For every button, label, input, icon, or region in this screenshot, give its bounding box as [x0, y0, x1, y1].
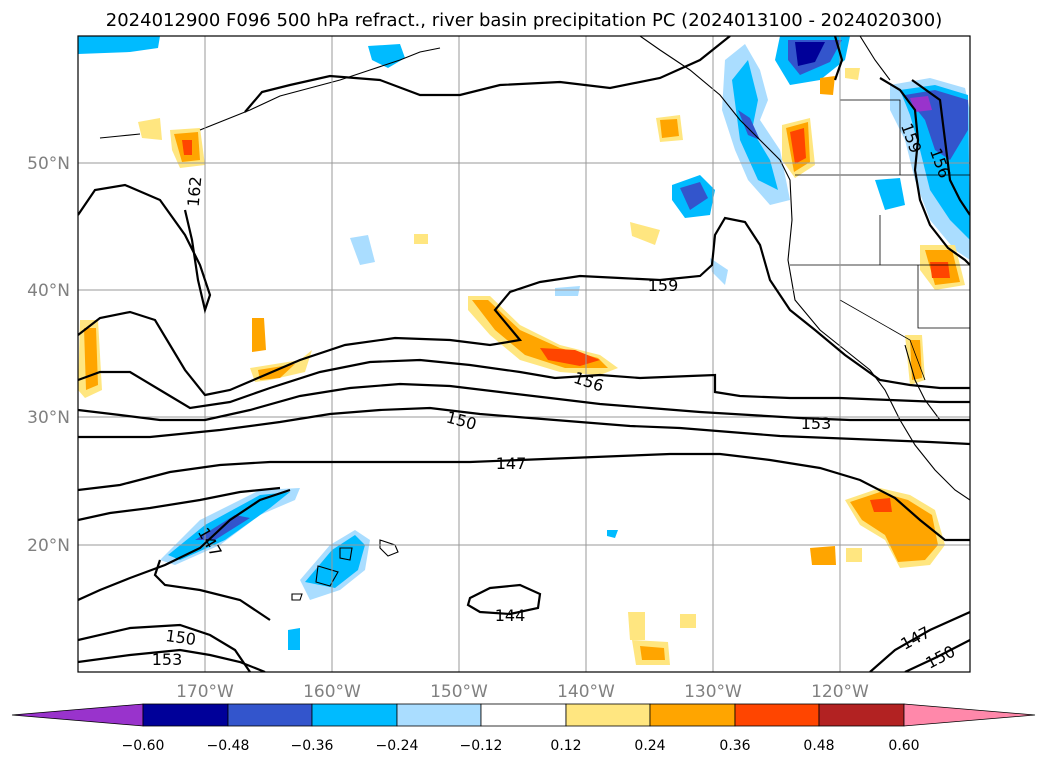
warm-blob-pac-dots: [630, 222, 660, 245]
blue-blob-vancouver-core: [680, 182, 708, 210]
blue-blob-rockies-core: [910, 96, 932, 112]
lon-label: 170°W: [176, 682, 234, 702]
map-title: 2024012900 F096 500 hPa refract., river …: [106, 10, 942, 31]
colorbar-under-triangle: [11, 703, 144, 727]
blue-blob-alaska: [368, 44, 405, 68]
lon-label: 150°W: [430, 682, 488, 702]
blue-blob-aleutian: [350, 235, 375, 265]
warm-blob-utah-core: [930, 262, 950, 278]
warm-blob-mexico-w: [810, 546, 836, 565]
map-area: 162 159 156 156 159 150 153 147 147 150 …: [78, 36, 970, 672]
longitude-labels: 170°W 160°W 150°W 140°W 130°W 120°W: [176, 682, 869, 702]
warm-blob-mexico-core: [870, 498, 892, 512]
map-frame: [77, 35, 971, 673]
latitude-labels: 50°N 40°N 30°N 20°N: [27, 154, 70, 556]
colorbar-segment: [311, 703, 398, 727]
blue-blob-pac-small: [710, 258, 728, 285]
blue-blob-small-s2: [607, 530, 618, 538]
colorbar-segment: [142, 703, 229, 727]
contour-label: 147: [496, 454, 527, 473]
colorbar-segment: [649, 703, 736, 727]
lon-label: 160°W: [303, 682, 361, 702]
warm-blob-dot: [414, 234, 428, 244]
colorbar-ticks: −0.60 −0.48 −0.36 −0.24 −0.12 0.12 0.24 …: [122, 738, 920, 754]
colorbar: [11, 703, 1036, 727]
warm-blob-mid2-inner: [258, 364, 295, 380]
blue-blob-north-core: [795, 42, 825, 66]
colorbar-tick-label: 0.60: [888, 738, 919, 754]
colorbar-segment: [480, 703, 567, 727]
lat-label: 40°N: [27, 281, 70, 301]
contour-label: 144: [495, 606, 526, 625]
warm-blob-main-core: [540, 348, 600, 366]
contour-label: 162: [184, 175, 206, 207]
blue-blob-top-left: [78, 36, 160, 54]
colorbar-segment: [396, 703, 482, 727]
warm-blob-aleutian-w: [138, 118, 162, 140]
colorbar-tick-label: 0.36: [719, 738, 750, 754]
colorbar-segment: [734, 703, 820, 727]
contour-label: 153: [801, 414, 832, 433]
warm-blob-aleutian-core: [182, 140, 192, 155]
colorbar-tick-label: −0.24: [376, 738, 419, 754]
warm-blob-west-mid: [84, 328, 98, 390]
blue-blob-mid-pac: [555, 286, 580, 296]
blue-blob-idaho: [875, 178, 905, 210]
warm-blob-main-mid: [472, 300, 608, 368]
colorbar-tick-label: −0.48: [207, 738, 250, 754]
warm-blob-wash-core: [790, 128, 806, 164]
warm-blob-south3: [680, 614, 696, 628]
warm-blob-mid1: [252, 318, 266, 352]
warm-blob-baja-mid: [910, 340, 922, 380]
colorbar-tick-label: 0.24: [634, 738, 665, 754]
lat-label: 30°N: [27, 408, 70, 428]
warm-blob-mexico-w2: [846, 548, 862, 562]
lon-label: 140°W: [557, 682, 615, 702]
colorbar-tick-label: −0.36: [291, 738, 334, 754]
lat-label: 50°N: [27, 154, 70, 174]
lon-label: 120°W: [811, 682, 869, 702]
colorbar-tick-label: 0.48: [803, 738, 834, 754]
warm-blob-south2-mid: [640, 646, 665, 660]
warm-blob-ne2: [845, 68, 860, 80]
colorbar-tick-label: −0.60: [122, 738, 165, 754]
blue-blob-bc-coast-inner: [732, 60, 778, 190]
contour-label: 159: [648, 276, 679, 295]
colorbar-over-triangle: [903, 703, 1036, 727]
colorbar-segment: [227, 703, 313, 727]
warm-blob-ne: [820, 76, 835, 95]
blue-blob-bc-coast-core: [738, 110, 760, 140]
lon-label: 130°W: [684, 682, 742, 702]
warm-blob-coast-n-mid: [660, 119, 679, 138]
precip-shading: [78, 36, 970, 665]
colorbar-segment: [818, 703, 905, 727]
colorbar-segment: [565, 703, 651, 727]
colorbar-tick-label: −0.12: [460, 738, 503, 754]
contour-label: 150: [164, 626, 197, 649]
lat-label: 20°N: [27, 536, 70, 556]
warm-blob-south1: [628, 612, 645, 640]
contour-label: 153: [152, 650, 183, 669]
contour-lines: [78, 36, 970, 672]
colorbar-tick-label: 0.12: [550, 738, 581, 754]
blue-blob-small-s: [288, 628, 300, 650]
